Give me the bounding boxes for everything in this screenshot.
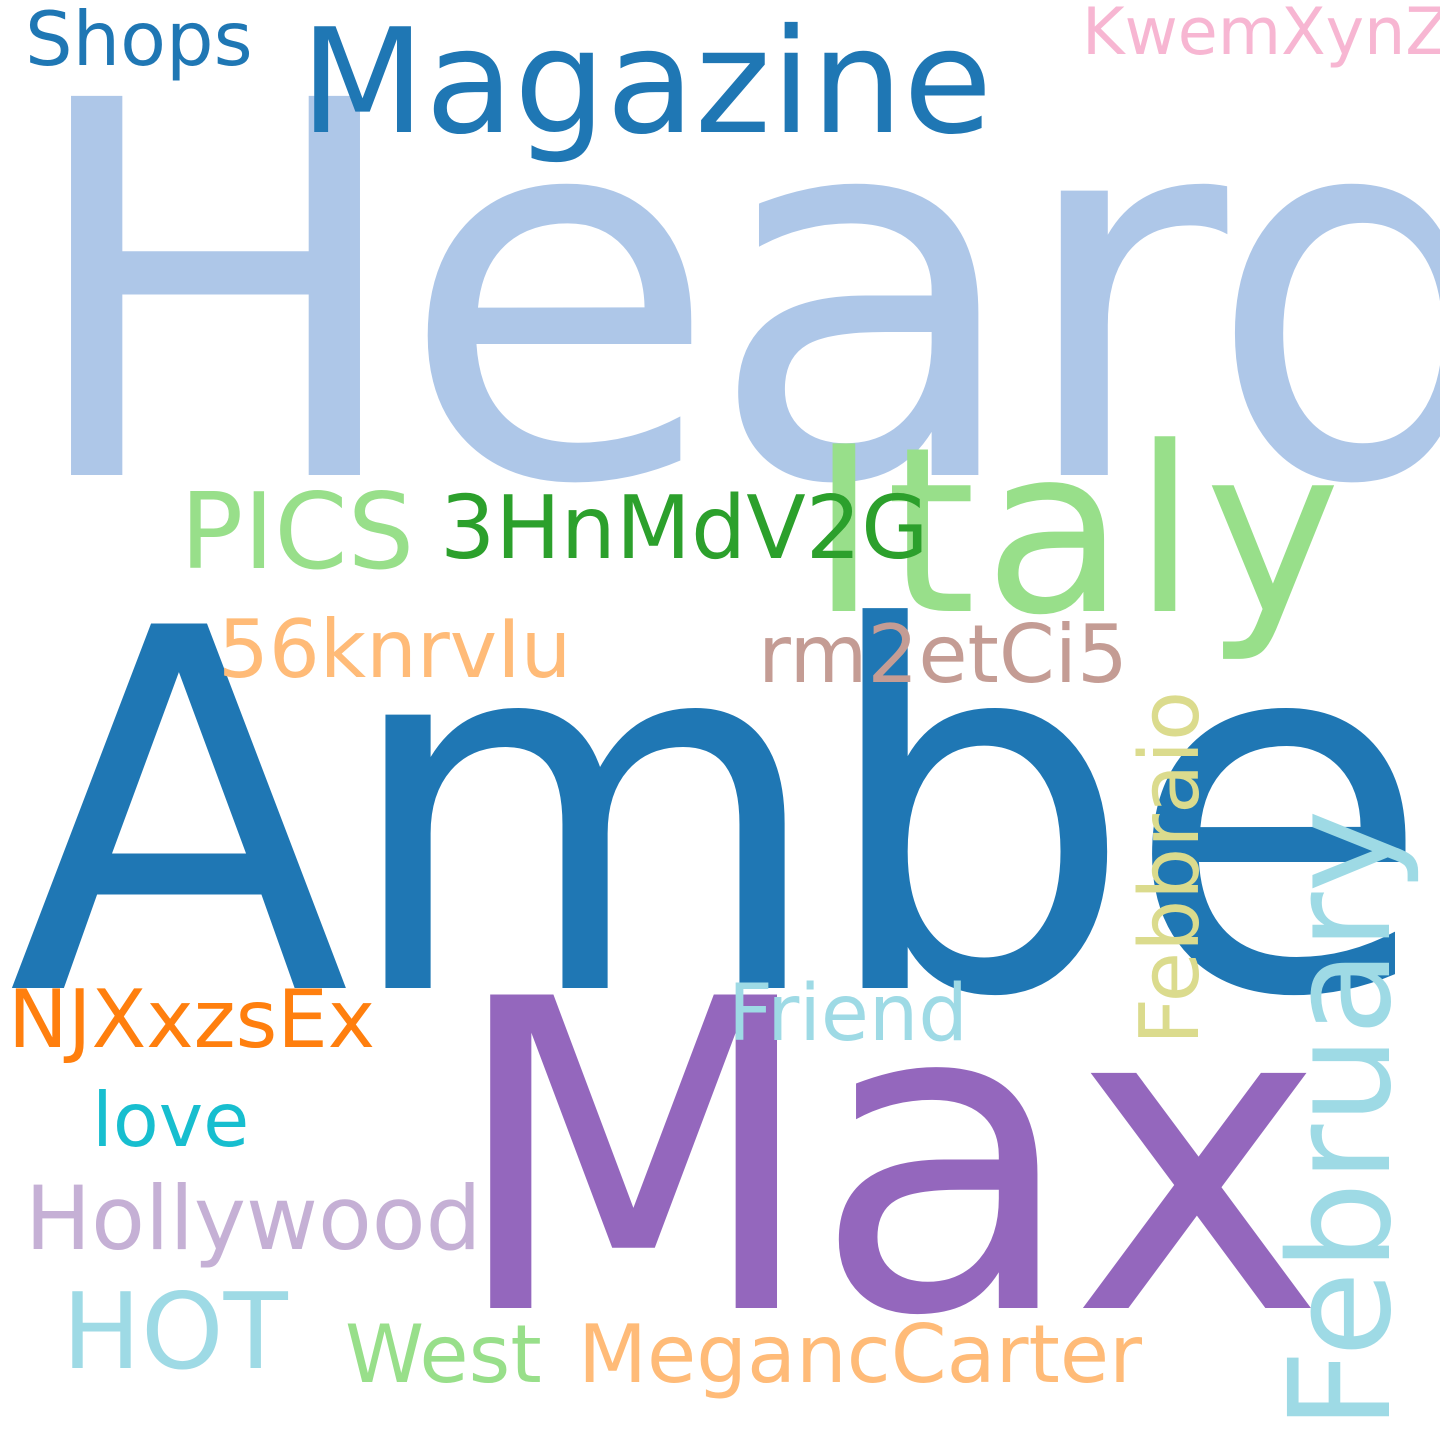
- word-amber: Amber: [8, 524, 1440, 1106]
- word-3hnmdv2g: 3HnMdV2G: [440, 477, 929, 579]
- word-italy: Italy: [810, 399, 1349, 666]
- word-february: February: [1260, 809, 1423, 1430]
- word-friend: Friend: [728, 969, 968, 1059]
- word-febbraio: Febbraio: [1123, 690, 1218, 1045]
- word-shops: Shops: [25, 0, 253, 83]
- word-west: West: [345, 1308, 542, 1401]
- word-pics: PICS: [180, 471, 415, 593]
- word-rm2etci5: rm2etCi5: [758, 608, 1128, 701]
- word-hot: HOT: [62, 1271, 288, 1393]
- word-hollywood: Hollywood: [25, 1167, 482, 1270]
- word-love: love: [92, 1076, 250, 1164]
- word-heard: Heard: [20, 0, 1440, 598]
- word-njxxzsex: NJXxzsEx: [8, 973, 376, 1066]
- word-56knrviu: 56knrvIu: [218, 603, 572, 696]
- word-kwemxynz: KwemXynZ: [1082, 0, 1440, 70]
- word-meganccarter: MegancCarter: [578, 1308, 1142, 1401]
- word-max: Max: [448, 910, 1325, 1410]
- word-magazine: Magazine: [300, 0, 993, 167]
